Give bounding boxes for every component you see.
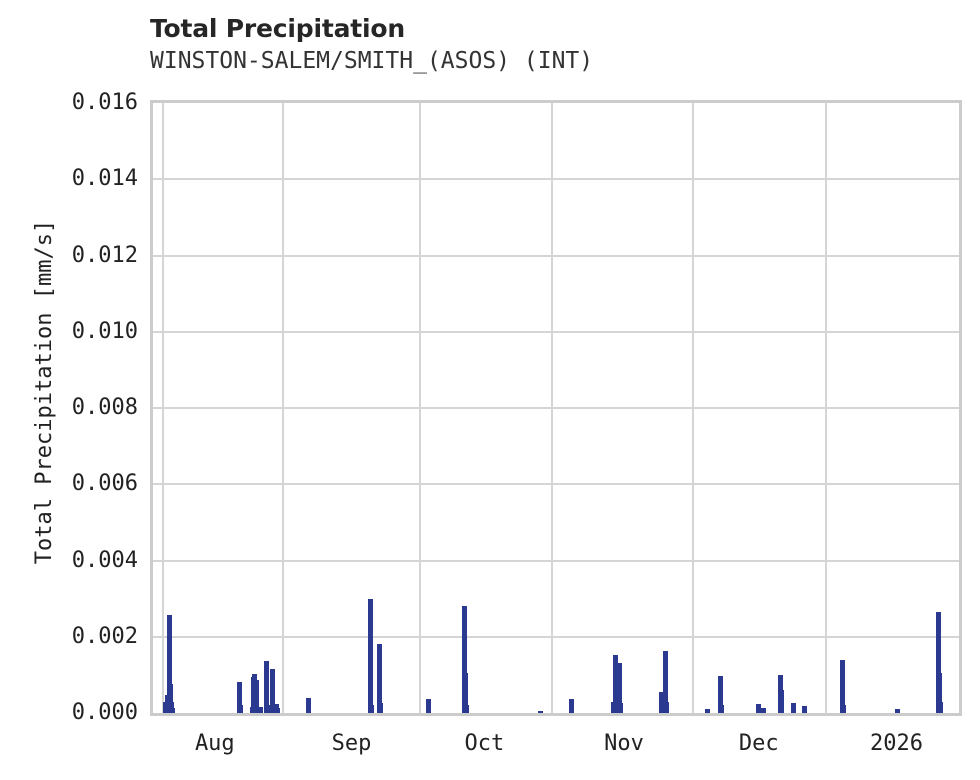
bar <box>617 663 622 713</box>
bar <box>273 703 279 713</box>
bar <box>376 644 382 713</box>
bar <box>237 705 243 713</box>
bar <box>368 705 374 713</box>
gridline-vertical <box>418 103 421 713</box>
bar <box>937 701 943 713</box>
bar <box>168 684 174 713</box>
bar <box>755 703 761 713</box>
gridline-vertical <box>282 103 284 713</box>
bar <box>426 698 432 713</box>
y-tick-label: 0.002 <box>71 623 138 649</box>
x-tick-label: Sep <box>331 731 372 756</box>
gridline-horizontal <box>153 635 959 638</box>
bar <box>464 704 470 713</box>
y-tick-label: 0.006 <box>71 471 138 497</box>
gridline-horizontal <box>153 559 959 562</box>
bar <box>894 709 900 713</box>
y-tick-label: 0.008 <box>71 395 138 420</box>
bar <box>269 668 275 713</box>
bar <box>801 706 807 713</box>
gridline-vertical <box>824 103 827 713</box>
plot-area <box>150 100 962 716</box>
x-tick-label: 2026 <box>869 731 923 756</box>
bar <box>659 703 665 713</box>
title-block: Total Precipitation WINSTON-SALEM/SMITH_… <box>150 14 950 76</box>
gridline-horizontal <box>153 254 959 257</box>
x-tick-label: Nov <box>604 731 644 756</box>
bar <box>236 681 242 713</box>
bar <box>263 661 269 713</box>
bar <box>663 702 669 713</box>
bar <box>841 704 847 713</box>
y-tick-label: 0.014 <box>71 166 138 192</box>
gridline-vertical <box>692 103 695 713</box>
page-title: Total Precipitation <box>150 14 405 43</box>
bar <box>306 697 312 713</box>
x-tick-label: Aug <box>194 731 235 756</box>
x-tick-label: Dec <box>738 731 779 756</box>
bar <box>840 660 846 713</box>
y-tick-label: 0.010 <box>71 318 138 344</box>
bar <box>790 703 796 713</box>
bar <box>617 703 623 713</box>
bar <box>705 709 711 713</box>
gridline-horizontal <box>153 407 959 409</box>
gridline-horizontal <box>153 483 959 486</box>
bar <box>377 703 383 713</box>
y-tick-label: 0.000 <box>71 700 138 725</box>
bar <box>778 690 784 713</box>
bar <box>257 706 263 713</box>
bar <box>463 672 469 713</box>
bar <box>367 598 373 713</box>
gridline-vertical <box>161 103 164 713</box>
bar <box>462 606 468 713</box>
y-tick-label: 0.004 <box>71 547 138 573</box>
bar <box>718 676 724 713</box>
bar <box>169 701 175 713</box>
bar <box>537 710 543 713</box>
bar <box>935 612 941 713</box>
gridline-horizontal <box>153 178 959 181</box>
y-tick-label: 0.016 <box>71 90 138 115</box>
plot-inner <box>153 103 959 713</box>
bar <box>170 708 176 713</box>
bar <box>936 672 942 713</box>
bar <box>569 699 575 713</box>
bar <box>760 708 766 713</box>
y-tick-label: 0.012 <box>71 242 138 268</box>
bar <box>167 615 173 713</box>
bar <box>719 704 725 713</box>
bar <box>658 691 664 713</box>
bar <box>253 680 259 713</box>
bar <box>265 706 271 713</box>
x-tick-label: Oct <box>464 731 505 756</box>
gridline-vertical <box>551 103 554 713</box>
bar <box>662 651 668 713</box>
chart-subtitle: WINSTON-SALEM/SMITH_(ASOS) (INT) <box>150 48 594 74</box>
gridline-horizontal <box>153 330 959 333</box>
bar <box>274 708 280 713</box>
bar <box>270 705 276 713</box>
